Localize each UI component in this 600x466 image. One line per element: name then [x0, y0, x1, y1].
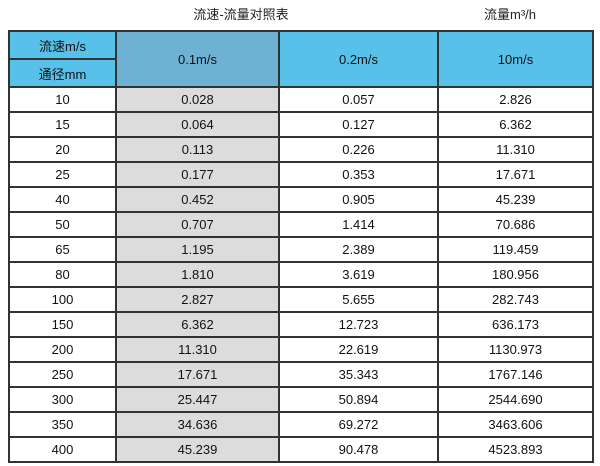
diameter-cell: 100 — [8, 286, 117, 313]
value-cell-10ms: 180.956 — [437, 261, 594, 288]
diameter-cell: 200 — [8, 336, 117, 363]
value-cell-0.2ms: 1.414 — [278, 211, 439, 238]
value-cell-10ms: 11.310 — [437, 136, 594, 163]
value-cell-0.2ms: 5.655 — [278, 286, 439, 313]
value-cell-0.1ms: 0.113 — [115, 136, 280, 163]
value-cell-0.2ms: 50.894 — [278, 386, 439, 413]
diameter-cell: 400 — [8, 436, 117, 463]
diameter-cell: 15 — [8, 111, 117, 138]
value-cell-0.2ms: 0.905 — [278, 186, 439, 213]
column-header-10ms: 10m/s — [437, 30, 594, 88]
value-cell-10ms: 45.239 — [437, 186, 594, 213]
table-row: 350 34.636 69.272 3463.606 — [8, 411, 594, 438]
diameter-cell: 65 — [8, 236, 117, 263]
table-row: 15 0.064 0.127 6.362 — [8, 111, 594, 138]
value-cell-0.2ms: 69.272 — [278, 411, 439, 438]
diameter-cell: 20 — [8, 136, 117, 163]
value-cell-0.1ms: 1.810 — [115, 261, 280, 288]
value-cell-0.1ms: 0.177 — [115, 161, 280, 188]
value-cell-0.2ms: 22.619 — [278, 336, 439, 363]
value-cell-0.2ms: 0.353 — [278, 161, 439, 188]
value-cell-0.1ms: 1.195 — [115, 236, 280, 263]
value-cell-0.1ms: 34.636 — [115, 411, 280, 438]
page-title: 流速-流量对照表 — [193, 7, 289, 22]
table-row: 10 0.028 0.057 2.826 — [8, 86, 594, 113]
corner-cell-velocity: 流速m/s — [8, 30, 117, 60]
value-cell-10ms: 70.686 — [437, 211, 594, 238]
value-cell-0.2ms: 0.226 — [278, 136, 439, 163]
value-cell-10ms: 636.173 — [437, 311, 594, 338]
diameter-cell: 40 — [8, 186, 117, 213]
value-cell-10ms: 2544.690 — [437, 386, 594, 413]
table-row: 20 0.113 0.226 11.310 — [8, 136, 594, 163]
value-cell-10ms: 2.826 — [437, 86, 594, 113]
value-cell-0.2ms: 3.619 — [278, 261, 439, 288]
flow-rate-table: 流速m/s 0.1m/s 0.2m/s 10m/s 通径mm 10 0.028 … — [8, 30, 594, 463]
table-row: 100 2.827 5.655 282.743 — [8, 286, 594, 313]
diameter-cell: 50 — [8, 211, 117, 238]
value-cell-0.1ms: 45.239 — [115, 436, 280, 463]
header-row-top: 流速m/s 0.1m/s 0.2m/s 10m/s — [8, 30, 594, 88]
value-cell-0.2ms: 0.127 — [278, 111, 439, 138]
value-cell-0.2ms: 2.389 — [278, 236, 439, 263]
table-row: 150 6.362 12.723 636.173 — [8, 311, 594, 338]
value-cell-0.1ms: 25.447 — [115, 386, 280, 413]
diameter-cell: 250 — [8, 361, 117, 388]
diameter-cell: 25 — [8, 161, 117, 188]
table-row: 250 17.671 35.343 1767.146 — [8, 361, 594, 388]
value-cell-0.1ms: 17.671 — [115, 361, 280, 388]
value-cell-0.1ms: 0.064 — [115, 111, 280, 138]
value-cell-10ms: 1130.973 — [437, 336, 594, 363]
value-cell-10ms: 1767.146 — [437, 361, 594, 388]
table-row: 80 1.810 3.619 180.956 — [8, 261, 594, 288]
column-header-0.1ms: 0.1m/s — [115, 30, 280, 88]
value-cell-0.1ms: 2.827 — [115, 286, 280, 313]
diameter-cell: 300 — [8, 386, 117, 413]
value-cell-10ms: 4523.893 — [437, 436, 594, 463]
value-cell-0.1ms: 0.028 — [115, 86, 280, 113]
diameter-cell: 350 — [8, 411, 117, 438]
table-row: 200 11.310 22.619 1130.973 — [8, 336, 594, 363]
table-row: 65 1.195 2.389 119.459 — [8, 236, 594, 263]
header-row-bottom: 通径mm — [8, 58, 593, 88]
diameter-cell: 80 — [8, 261, 117, 288]
value-cell-0.1ms: 11.310 — [115, 336, 280, 363]
value-cell-10ms: 119.459 — [437, 236, 594, 263]
value-cell-10ms: 282.743 — [437, 286, 594, 313]
corner-cell-diameter: 通径mm — [8, 58, 117, 88]
diameter-cell: 10 — [8, 86, 117, 113]
value-cell-0.2ms: 0.057 — [278, 86, 439, 113]
table-row: 25 0.177 0.353 17.671 — [8, 161, 594, 188]
column-header-0.2ms: 0.2m/s — [278, 30, 439, 88]
table-row: 400 45.239 90.478 4523.893 — [8, 436, 594, 463]
diameter-cell: 150 — [8, 311, 117, 338]
value-cell-10ms: 17.671 — [437, 161, 594, 188]
value-cell-10ms: 3463.606 — [437, 411, 594, 438]
table-row: 50 0.707 1.414 70.686 — [8, 211, 594, 238]
value-cell-10ms: 6.362 — [437, 111, 594, 138]
value-cell-0.2ms: 12.723 — [278, 311, 439, 338]
table-row: 300 25.447 50.894 2544.690 — [8, 386, 594, 413]
table-row: 40 0.452 0.905 45.239 — [8, 186, 594, 213]
flow-unit-label: 流量m³/h — [483, 7, 537, 22]
value-cell-0.1ms: 0.452 — [115, 186, 280, 213]
value-cell-0.1ms: 0.707 — [115, 211, 280, 238]
value-cell-0.1ms: 6.362 — [115, 311, 280, 338]
value-cell-0.2ms: 90.478 — [278, 436, 439, 463]
table-body: 流速m/s 0.1m/s 0.2m/s 10m/s 通径mm 10 0.028 … — [8, 30, 594, 463]
value-cell-0.2ms: 35.343 — [278, 361, 439, 388]
